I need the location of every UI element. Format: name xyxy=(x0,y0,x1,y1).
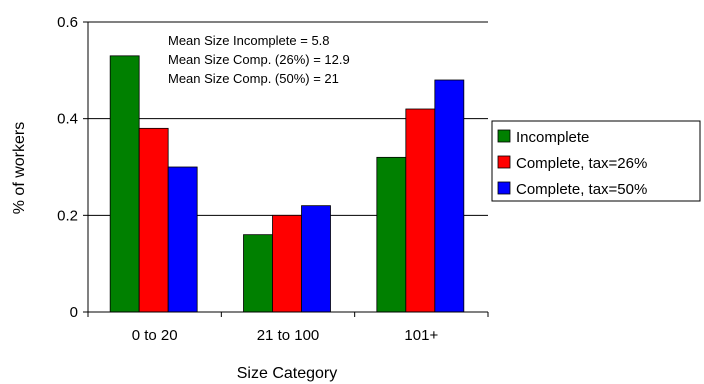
bar xyxy=(377,157,406,312)
bar xyxy=(406,109,435,312)
bar xyxy=(273,215,302,312)
x-axis-title: Size Category xyxy=(237,365,338,382)
x-tick-label: 101+ xyxy=(404,327,438,344)
legend-swatch-complete-50 xyxy=(498,182,510,194)
legend-swatch-complete-26 xyxy=(498,156,510,168)
bar xyxy=(302,206,331,312)
y-axis-title: % of workers xyxy=(11,122,28,214)
y-tick-label: 0.2 xyxy=(57,207,78,224)
legend-swatch-incomplete xyxy=(498,130,510,142)
bar xyxy=(110,56,139,312)
legend-label-incomplete: Incomplete xyxy=(516,129,589,146)
y-tick-label: 0.4 xyxy=(57,111,78,128)
bar xyxy=(168,167,197,312)
annotation-mean-comp-26: Mean Size Comp. (26%) = 12.9 xyxy=(168,52,350,67)
x-tick-label: 21 to 100 xyxy=(257,327,320,344)
annotation-mean-incomplete: Mean Size Incomplete = 5.8 xyxy=(168,33,330,48)
x-tick-labels: 0 to 20 21 to 100 101+ xyxy=(132,327,439,344)
y-tick-label: 0.6 xyxy=(57,14,78,31)
y-tick-labels: 0 0.2 0.4 0.6 xyxy=(57,14,78,321)
legend-label-complete-50: Complete, tax=50% xyxy=(516,181,647,198)
y-tick-label: 0 xyxy=(70,304,78,321)
annotation-block: Mean Size Incomplete = 5.8 Mean Size Com… xyxy=(168,33,350,86)
legend-label-complete-26: Complete, tax=26% xyxy=(516,155,647,172)
x-tick-label: 0 to 20 xyxy=(132,327,178,344)
legend: Incomplete Complete, tax=26% Complete, t… xyxy=(492,121,700,201)
annotation-mean-comp-50: Mean Size Comp. (50%) = 21 xyxy=(168,71,339,86)
bar xyxy=(139,128,168,312)
bar xyxy=(435,80,464,312)
bars xyxy=(110,56,464,312)
bar xyxy=(244,235,273,312)
